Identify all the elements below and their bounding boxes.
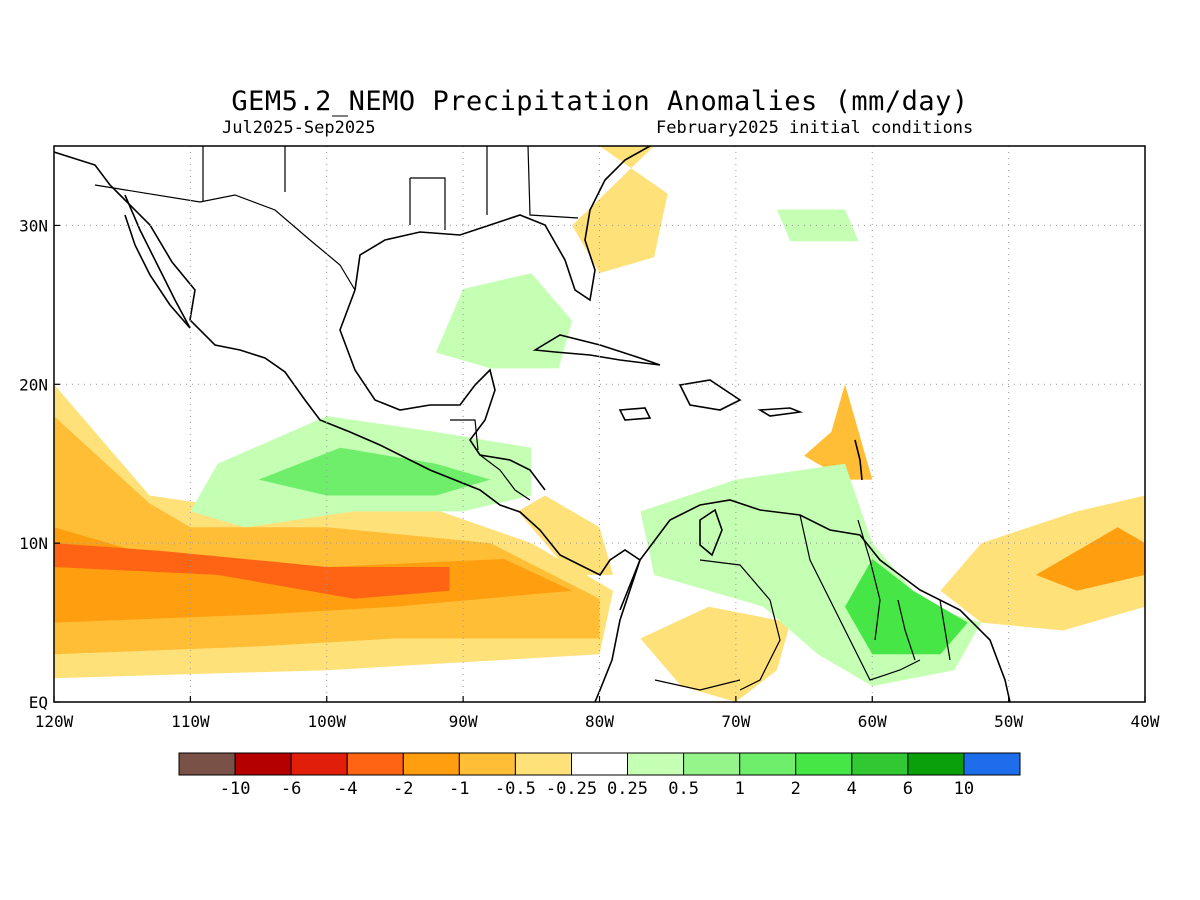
x-tick-label: 90W [449, 712, 478, 731]
anomaly-region [940, 495, 1145, 631]
anomaly-region [640, 606, 791, 702]
colorbar-label: -1 [449, 779, 469, 799]
x-tick-label: 110W [171, 712, 210, 731]
anomaly-region [804, 384, 873, 480]
colorbar-swatch [795, 752, 853, 776]
colorbar-swatch [290, 752, 348, 776]
colorbar-swatch [458, 752, 516, 776]
coastlines [54, 146, 1011, 702]
colorbar-label: 2 [791, 779, 801, 799]
colorbar-label: -4 [337, 779, 357, 799]
colorbar-swatch [739, 752, 797, 776]
anomaly-region [572, 146, 668, 274]
political-borders [94, 146, 951, 691]
colorbar-swatch [851, 752, 909, 776]
x-tick-label: 70W [721, 712, 750, 731]
colorbar-label: 10 [954, 779, 974, 799]
x-tick-label: 100W [307, 712, 346, 731]
colorbar-swatch [514, 752, 573, 776]
y-tick-label: 30N [19, 216, 48, 235]
anomaly-region [517, 495, 614, 575]
colorbar-swatch [402, 752, 460, 776]
y-tick-label: EQ [29, 693, 48, 712]
colorbar-label: -2 [393, 779, 413, 799]
colorbar-swatch [683, 752, 741, 776]
y-tick-label: 20N [19, 375, 48, 394]
colorbar-label: 1 [735, 779, 745, 799]
anomaly-region [435, 273, 573, 369]
anomaly-region [54, 543, 450, 599]
x-tick-label: 60W [858, 712, 887, 731]
longitude-axis: 120W 110W 100W 90W 80W 70W 60W 50W 40W [35, 696, 1160, 731]
colorbar-labels: -10 -6 -4 -2 -1 -0.5 -0.25 0.25 0.5 1 2 4 6 10 [220, 779, 974, 799]
latitude-axis: EQ 10N 20N 30N [19, 216, 60, 712]
colorbar [178, 752, 1021, 776]
colorbar-swatch [178, 752, 236, 776]
anomaly-fields [54, 146, 1145, 702]
x-tick-label: 50W [994, 712, 1023, 731]
colorbar-swatch [571, 752, 629, 776]
colorbar-swatch [346, 752, 404, 776]
colorbar-swatch [907, 752, 965, 776]
colorbar-swatch [963, 752, 1021, 776]
y-tick-label: 10N [19, 534, 48, 553]
colorbar-swatch [234, 752, 292, 776]
colorbar-label: 6 [903, 779, 913, 799]
period-label: Jul2025-Sep2025 [222, 118, 376, 138]
x-tick-label: 80W [585, 712, 614, 731]
initial-conditions-label: February2025 initial conditions [656, 118, 974, 138]
anomaly-region [776, 209, 859, 242]
chart-title: GEM5.2_NEMO Precipitation Anomalies (mm/… [231, 86, 969, 117]
colorbar-label: -0.5 [495, 779, 536, 799]
colorbar-label: 0.5 [668, 779, 699, 799]
colorbar-swatch [627, 752, 685, 776]
colorbar-label: -10 [220, 779, 251, 799]
colorbar-label: 4 [847, 779, 857, 799]
colorbar-label: -0.25 [546, 779, 597, 799]
anomaly-region [1035, 527, 1145, 591]
x-tick-label: 120W [35, 712, 74, 731]
x-tick-label: 40W [1131, 712, 1160, 731]
colorbar-label: 0.25 [607, 779, 648, 799]
colorbar-label: -6 [281, 779, 301, 799]
anomaly-region [258, 447, 491, 496]
